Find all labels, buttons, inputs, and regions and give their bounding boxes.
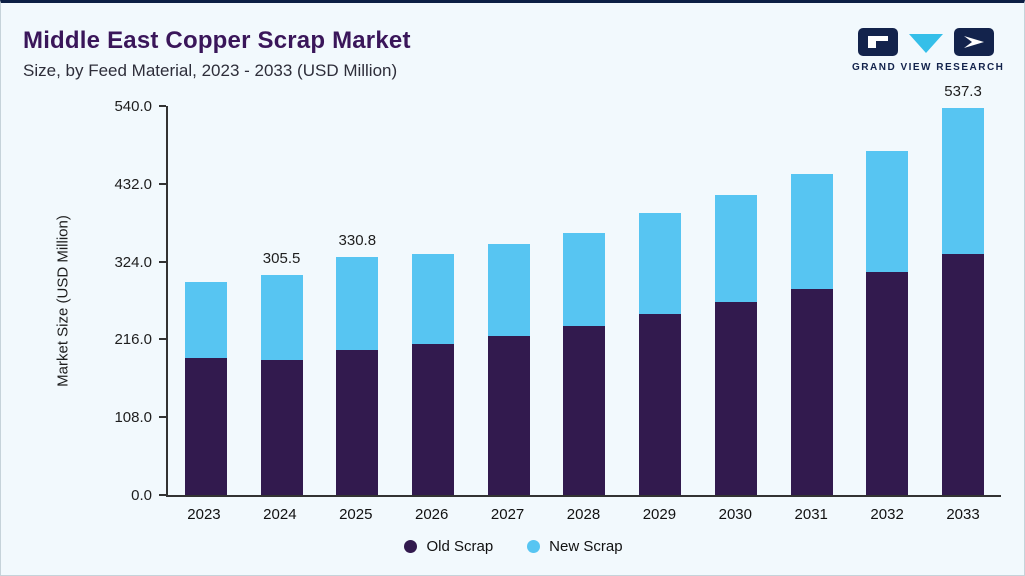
- old-scrap-segment: [790, 288, 833, 495]
- bar-stack: [336, 256, 379, 495]
- x-tick-label-2025: 2025: [339, 506, 373, 523]
- legend-label: New Scrap: [549, 538, 623, 555]
- y-tick-label: 216.0: [114, 331, 152, 349]
- bar-group-2029: [639, 106, 682, 495]
- new-scrap-segment: [866, 150, 909, 272]
- old-scrap-segment: [412, 344, 455, 495]
- bar-group-2033: 537.3: [942, 83, 985, 495]
- x-tick-label-2027: 2027: [490, 506, 525, 523]
- bar-stack: [260, 274, 303, 495]
- y-tick-label: 0.0: [131, 487, 152, 504]
- y-tick-mark: [159, 494, 166, 496]
- y-tick-mark: [159, 416, 166, 419]
- x-tick-label-2030: 2030: [718, 506, 752, 523]
- bar-stack: [942, 107, 985, 495]
- bar-group-2024: 305.5: [260, 106, 303, 495]
- chart-legend: Old Scrap New Scrap: [1, 538, 1025, 555]
- bar-group-2026: [412, 106, 455, 495]
- logo-marks-icon: [858, 28, 994, 56]
- bar-total-label: 305.5: [262, 249, 301, 267]
- old-scrap-segment: [563, 326, 606, 495]
- bar-stack: [866, 150, 909, 495]
- y-tick-mark: [159, 105, 166, 107]
- bar-stack: [563, 232, 606, 495]
- old-scrap-segment: [714, 301, 757, 495]
- legend-label: Old Scrap: [426, 538, 494, 555]
- old-scrap-segment: [639, 314, 682, 495]
- x-tick-label-2024: 2024: [263, 506, 297, 523]
- y-tick-mark: [159, 260, 166, 263]
- y-tick-label: 432.0: [114, 175, 152, 193]
- old-scrap-segment: [336, 350, 379, 495]
- page-subtitle: Size, by Feed Material, 2023 - 2033 (USD…: [23, 61, 398, 80]
- new-scrap-segment: [412, 254, 455, 345]
- new-scrap-segment: [714, 194, 757, 302]
- bar-group-2027: [487, 106, 530, 495]
- bar-total-label: 537.3: [944, 82, 982, 100]
- bar-stack: [412, 254, 455, 495]
- grand-view-research-logo: GRAND VIEW RESEARCH: [852, 27, 1005, 73]
- bar-stack: [714, 194, 757, 495]
- bar-group-2030: [714, 106, 757, 495]
- new-scrap-segment: [639, 212, 682, 315]
- y-tick-mark: [159, 182, 166, 185]
- bar-group-2032: [866, 106, 909, 495]
- x-tick-label-2029: 2029: [642, 506, 677, 523]
- new-scrap-segment: [790, 173, 833, 289]
- y-tick-mark: [159, 338, 166, 341]
- bar-group-2031: [790, 106, 833, 495]
- y-axis-title: Market Size (USD Million): [54, 215, 72, 387]
- old-scrap-segment: [942, 253, 985, 495]
- new-scrap-segment: [336, 256, 379, 351]
- y-tick-label: 108.0: [114, 409, 152, 427]
- brand-name: GRAND VIEW RESEARCH: [852, 62, 1005, 73]
- old-scrap-segment: [866, 271, 909, 495]
- bar-stack: [639, 212, 682, 495]
- x-tick-label-2023: 2023: [187, 506, 221, 523]
- x-tick-label-2032: 2032: [870, 506, 904, 523]
- legend-swatch-icon: [404, 540, 418, 553]
- bar-group-2023: [184, 106, 227, 495]
- new-scrap-segment: [184, 281, 227, 359]
- new-scrap-segment: [563, 232, 606, 327]
- new-scrap-segment: [487, 243, 530, 336]
- x-axis-labels: 2023 2024 2025 2026 2027 2028 2029 2030 2031 2032…: [166, 506, 1001, 523]
- old-scrap-segment: [184, 358, 227, 495]
- plot-area: 0.0 108.0 216.0 324.0 432.0 540.0 305.5 330.8 53…: [114, 83, 1001, 504]
- legend-swatch-icon: [527, 540, 541, 553]
- bar-total-label: 330.8: [338, 231, 377, 249]
- bar-stack: [790, 173, 833, 495]
- y-tick-label: 324.0: [114, 253, 152, 271]
- new-scrap-segment: [260, 274, 303, 360]
- page-title: Middle East Copper Scrap Market: [23, 27, 411, 54]
- legend-item-old-scrap: Old Scrap: [404, 538, 493, 555]
- bar-stack: [184, 281, 227, 495]
- legend-item-new-scrap: New Scrap: [527, 538, 623, 555]
- y-tick-label: 540.0: [114, 98, 152, 115]
- x-tick-label-2028: 2028: [566, 506, 601, 523]
- old-scrap-segment: [260, 359, 303, 495]
- x-tick-label-2031: 2031: [794, 506, 828, 523]
- x-tick-label-2026: 2026: [414, 506, 449, 523]
- new-scrap-segment: [942, 107, 985, 254]
- old-scrap-segment: [487, 335, 530, 495]
- bar-group-2028: [563, 106, 606, 495]
- bar-group-2025: 330.8: [336, 106, 379, 495]
- x-tick-label-2033: 2033: [946, 506, 980, 523]
- bar-stack: [487, 243, 530, 495]
